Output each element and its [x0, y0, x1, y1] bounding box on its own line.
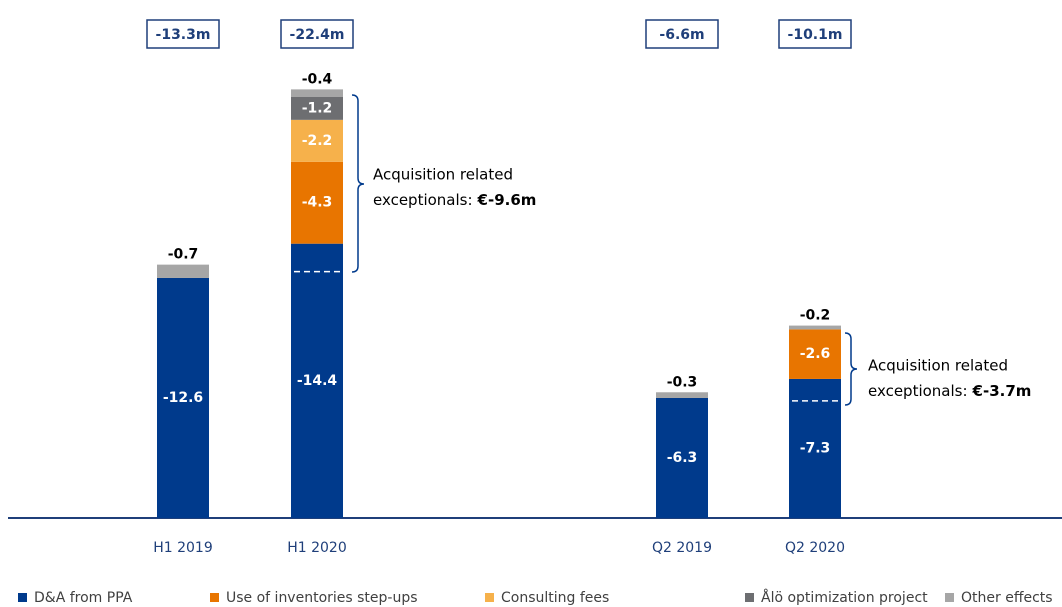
legend-swatch	[18, 593, 27, 602]
bar-segment	[789, 329, 841, 379]
bar-segment	[291, 243, 343, 518]
total-box	[280, 19, 354, 49]
total-box	[146, 19, 220, 49]
legend-swatch	[485, 593, 494, 602]
annotation: exceptionals: €-9.6m	[373, 191, 536, 209]
data-label: -14.4	[297, 373, 338, 389]
bar-segment	[656, 397, 708, 518]
annotation: exceptionals: €-3.7m	[868, 382, 1031, 400]
data-label: -2.6	[800, 346, 831, 362]
bar-segment	[291, 119, 343, 162]
legend-label: Ålö optimization project	[761, 589, 928, 606]
bar-segment	[789, 378, 841, 518]
annotation-value: €-3.7m	[972, 382, 1032, 400]
data-label: -0.7	[168, 247, 199, 263]
data-label: -0.3	[667, 374, 698, 390]
bar-segment	[157, 277, 209, 518]
annotation-value: €-9.6m	[477, 191, 537, 209]
legend-label: Use of inventories step-ups	[226, 590, 418, 606]
data-label: -0.2	[800, 308, 831, 324]
x-tick-label: H1 2020	[287, 540, 347, 556]
total-label: -22.4m	[290, 27, 345, 43]
total-label: -13.3m	[156, 27, 211, 43]
bar-segment	[656, 392, 708, 398]
annotation: Acquisition related	[868, 357, 1008, 375]
total-box	[645, 19, 719, 49]
bar-segment	[291, 89, 343, 97]
legend-label: D&A from PPA	[34, 590, 133, 606]
annotation-text: exceptionals:	[373, 191, 473, 209]
annotation-text: exceptionals:	[868, 382, 968, 400]
x-tick-label: H1 2019	[153, 540, 213, 556]
x-tick-label: Q2 2020	[785, 540, 845, 556]
bar-segment	[291, 96, 343, 120]
legend-swatch	[945, 593, 954, 602]
data-label: -12.6	[163, 390, 203, 406]
data-label: -6.3	[667, 450, 698, 466]
legend-label: Other effects	[961, 590, 1053, 606]
annotation: Acquisition related	[373, 166, 513, 184]
bracket	[844, 332, 858, 406]
data-label: -2.2	[302, 133, 333, 149]
total-box	[778, 19, 852, 49]
data-label: -4.3	[302, 195, 333, 211]
bar-segment	[291, 161, 343, 244]
bracket	[351, 94, 365, 273]
data-label: -7.3	[800, 440, 831, 456]
data-label: -0.4	[302, 71, 333, 87]
data-label: -1.2	[302, 100, 333, 116]
bar-segment	[789, 325, 841, 330]
legend-swatch	[210, 593, 219, 602]
total-label: -6.6m	[659, 27, 704, 43]
x-tick-label: Q2 2019	[652, 540, 712, 556]
legend-swatch	[745, 593, 754, 602]
bar-segment	[157, 264, 209, 278]
legend-label: Consulting fees	[501, 590, 609, 606]
total-label: -10.1m	[788, 27, 843, 43]
